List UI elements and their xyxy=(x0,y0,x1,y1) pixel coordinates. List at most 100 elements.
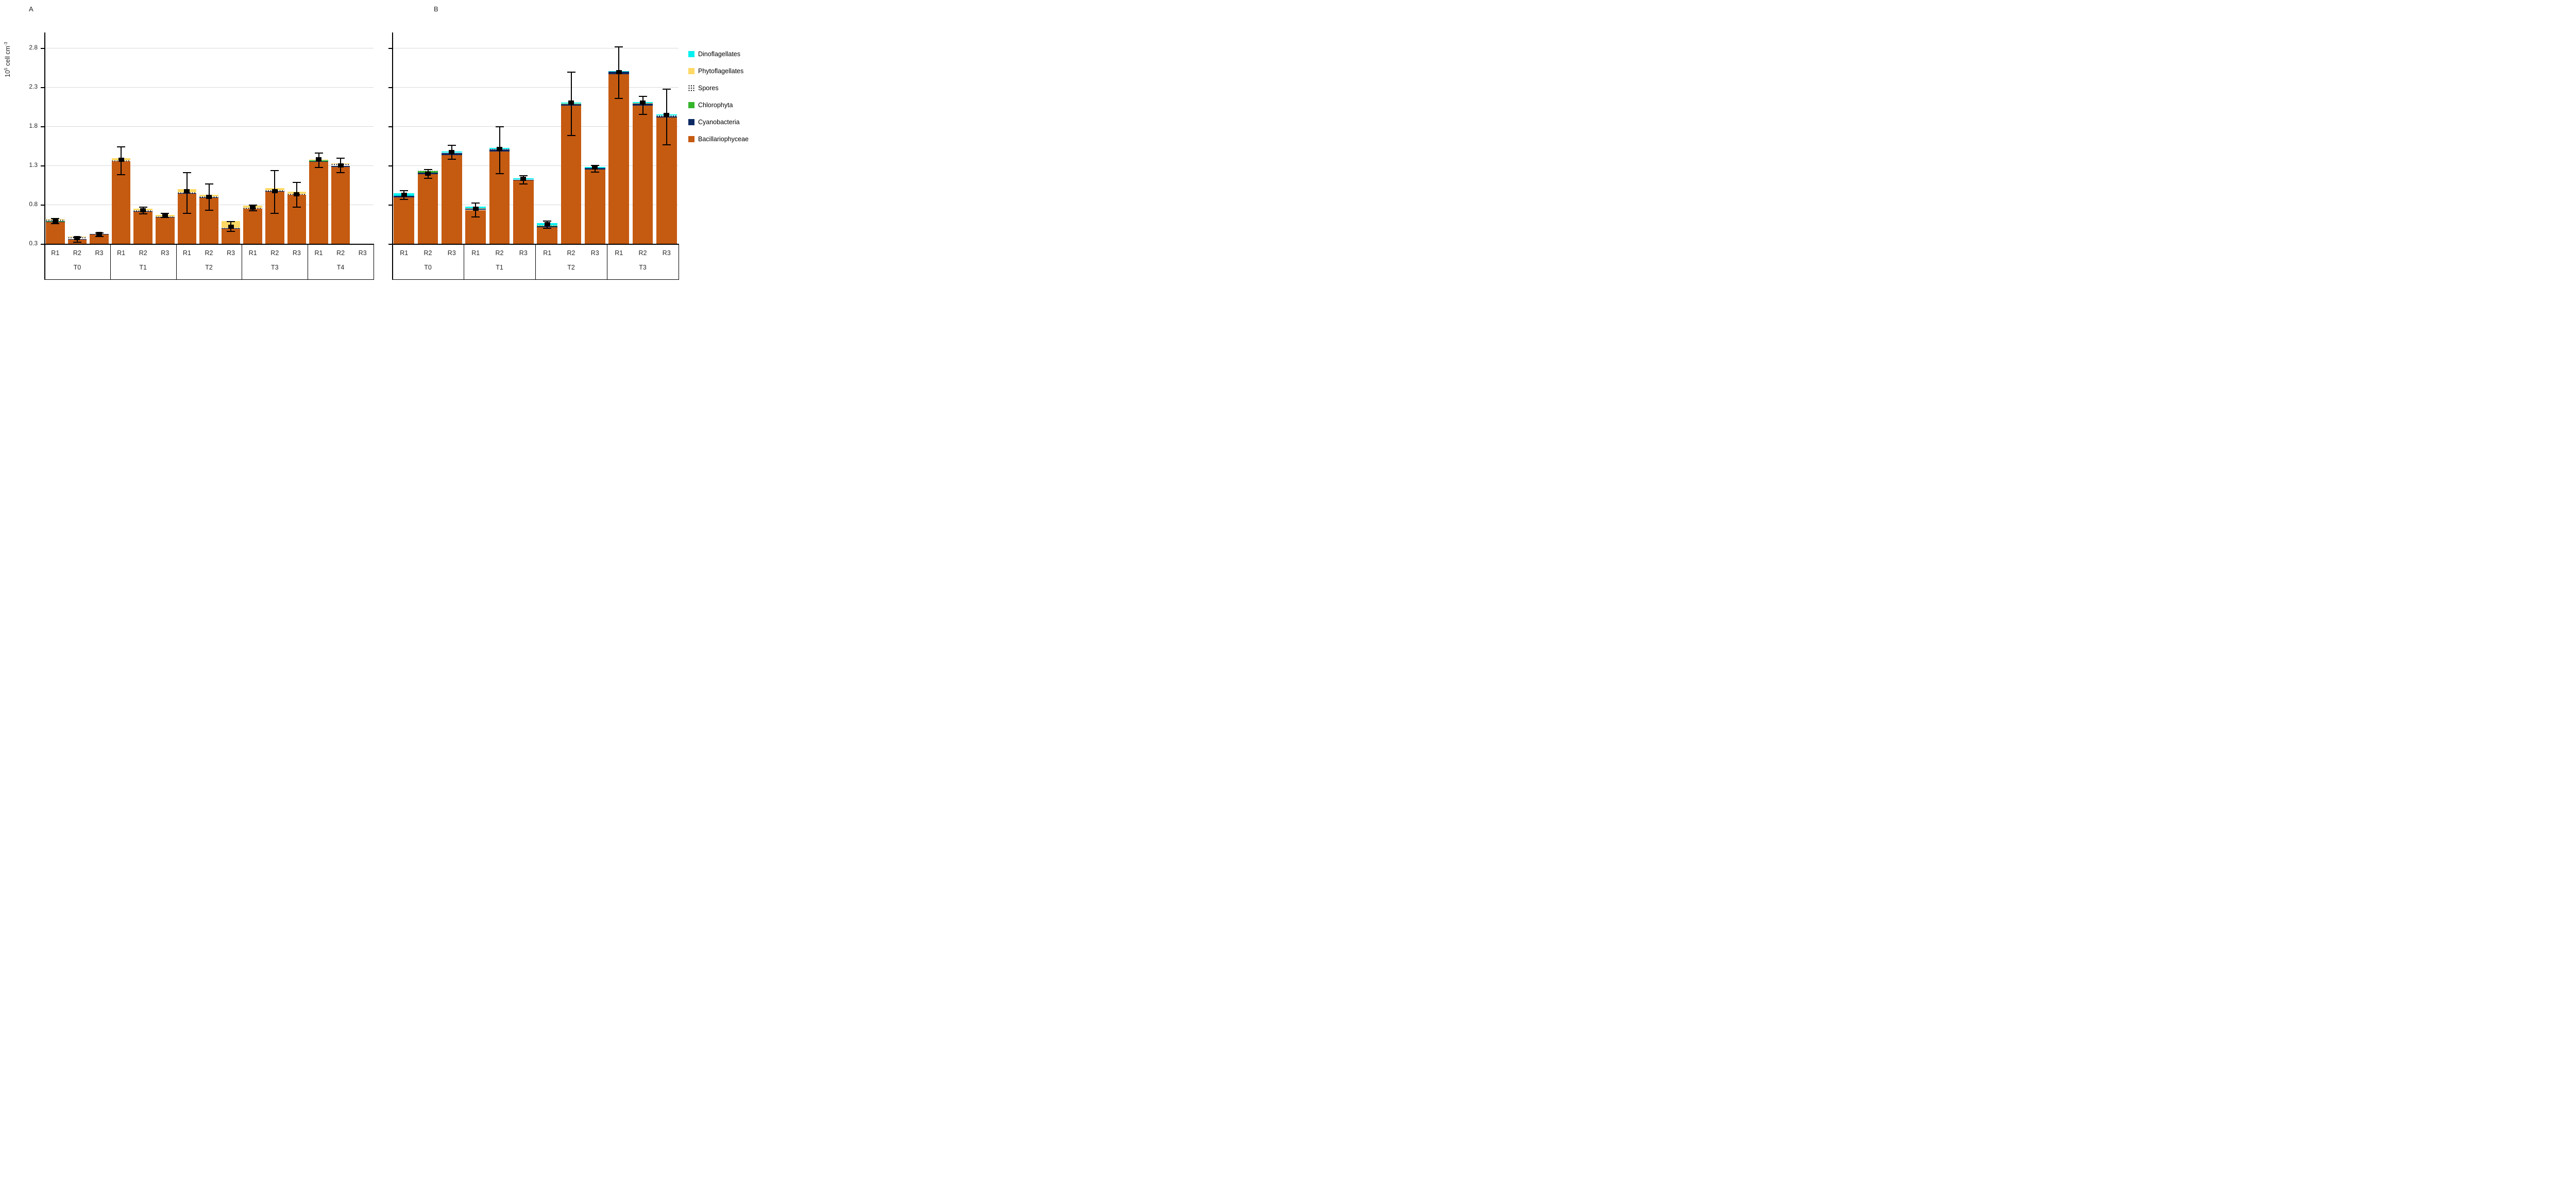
legend-label: Chlorophyta xyxy=(698,101,733,109)
group-label: T4 xyxy=(336,264,345,271)
error-bar-cap xyxy=(447,144,456,146)
error-bar-marker xyxy=(140,208,146,212)
legend-swatch-phytoflagellates-icon xyxy=(688,68,694,74)
error-bar-cap xyxy=(336,158,345,159)
legend-item: Chlorophyta xyxy=(688,96,749,113)
error-bar-cap xyxy=(51,218,60,220)
legend-label: Spores xyxy=(698,84,719,92)
bar-segment-bacillariophyceae xyxy=(46,222,65,244)
error-bar-cap xyxy=(662,144,671,145)
gridline xyxy=(392,165,679,166)
error-bar-cap xyxy=(615,98,623,99)
bar-segment-bacillariophyceae xyxy=(584,169,605,244)
legend-swatch-cyanobacteria-icon xyxy=(688,119,694,125)
y-axis-tick xyxy=(41,87,44,88)
error-bar-marker xyxy=(52,218,58,223)
error-bar-marker xyxy=(74,236,80,241)
y-axis-tick xyxy=(41,244,44,245)
error-bar-cap xyxy=(471,203,480,204)
bar-segment-bacillariophyceae xyxy=(608,74,629,244)
x-axis-line xyxy=(44,244,374,245)
y-axis-tick xyxy=(41,48,44,49)
legend-label: Phytoflagellates xyxy=(698,67,744,75)
category-box-bottom-border xyxy=(392,279,679,280)
error-bar-cap xyxy=(423,169,432,170)
legend-label: Dinoflagellates xyxy=(698,50,740,58)
error-bar-marker xyxy=(664,113,670,117)
error-bar-marker xyxy=(497,146,502,151)
error-bar-marker xyxy=(401,193,407,197)
replicate-label: R1 xyxy=(314,249,323,257)
error-bar-cap xyxy=(400,199,409,200)
error-bar-cap xyxy=(248,204,257,206)
replicate-label: R2 xyxy=(336,249,345,257)
replicate-label: R1 xyxy=(51,249,60,257)
error-bar-cap xyxy=(182,213,191,214)
bar-segment-bacillariophyceae xyxy=(632,106,653,244)
y-axis-tick-label: 1.8 xyxy=(29,122,38,129)
bar-segment-bacillariophyceae xyxy=(537,227,557,244)
error-bar-cap xyxy=(638,96,647,97)
group-label: T0 xyxy=(73,264,81,271)
error-bar-marker xyxy=(96,231,102,236)
y-axis-tick xyxy=(388,87,392,88)
y-axis-line xyxy=(44,32,45,279)
y-axis-tick-label: 0.8 xyxy=(29,200,38,208)
error-bar-cap xyxy=(205,183,213,184)
replicate-label: R3 xyxy=(358,249,367,257)
error-bar-line xyxy=(642,96,643,114)
error-bar-cap xyxy=(139,207,147,208)
gridline xyxy=(44,165,374,166)
y-axis-tick-label: 2.8 xyxy=(29,44,38,51)
category-group-separator xyxy=(176,244,177,279)
error-bar-marker xyxy=(162,214,168,218)
error-bar-marker xyxy=(228,224,234,229)
y-axis-tick xyxy=(41,205,44,206)
y-axis-tick xyxy=(388,165,392,166)
error-bar-cap xyxy=(519,175,528,176)
y-axis-tick xyxy=(388,244,392,245)
error-bar-cap xyxy=(292,207,301,208)
group-label: T3 xyxy=(271,264,279,271)
replicate-label: R2 xyxy=(205,249,213,257)
replicate-label: R3 xyxy=(95,249,104,257)
error-bar-cap xyxy=(662,88,671,90)
error-bar-marker xyxy=(640,100,646,105)
error-bar-cap xyxy=(590,171,599,173)
replicate-label: R1 xyxy=(182,249,191,257)
replicate-label: R2 xyxy=(139,249,147,257)
replicate-label: R2 xyxy=(567,249,575,257)
legend-swatch-bacillariophyceae-icon xyxy=(688,136,694,142)
group-label: T1 xyxy=(139,264,147,271)
replicate-label: R3 xyxy=(161,249,170,257)
error-bar-cap xyxy=(161,213,170,214)
y-axis-tick xyxy=(41,126,44,127)
error-bar-cap xyxy=(590,164,599,166)
error-bar-cap xyxy=(314,166,323,168)
bar-segment-bacillariophyceae xyxy=(243,208,262,244)
bar-segment-bacillariophyceae xyxy=(309,161,328,244)
replicate-label: R1 xyxy=(543,249,552,257)
legend-swatch-spores-icon xyxy=(688,85,694,91)
phytoplankton-stacked-bar-chart: A B 105 cell cm-3 2.8 2.3 1.8 1.3 0.8 0.3 R1 R2… xyxy=(0,0,773,294)
bar-segment-bacillariophyceae xyxy=(513,180,534,244)
replicate-label: R3 xyxy=(662,249,671,257)
error-bar-cap xyxy=(495,126,504,127)
bar-segment-bacillariophyceae xyxy=(417,174,438,244)
error-bar-marker xyxy=(337,163,344,167)
error-bar-cap xyxy=(205,209,213,211)
replicate-label: R3 xyxy=(519,249,528,257)
panel-a-title: A xyxy=(29,5,33,13)
error-bar-marker xyxy=(425,171,431,176)
error-bar-marker xyxy=(544,222,550,227)
legend-swatch-dinoflagellates-icon xyxy=(688,51,694,57)
category-group-separator xyxy=(110,244,111,279)
error-bar-cap xyxy=(227,231,235,232)
bar-segment-bacillariophyceae xyxy=(90,234,109,244)
error-bar-cap xyxy=(270,170,279,172)
error-bar-marker xyxy=(184,189,190,194)
panel-b-plot-area: R1 R2 R3 R1 R2 R3 R1 R2 R3 R1 R2 R3 T0 T1 T2 T3 xyxy=(0,0,773,294)
error-bar-cap xyxy=(615,46,623,47)
error-bar-cap xyxy=(292,181,301,183)
error-bar-marker xyxy=(449,150,455,155)
